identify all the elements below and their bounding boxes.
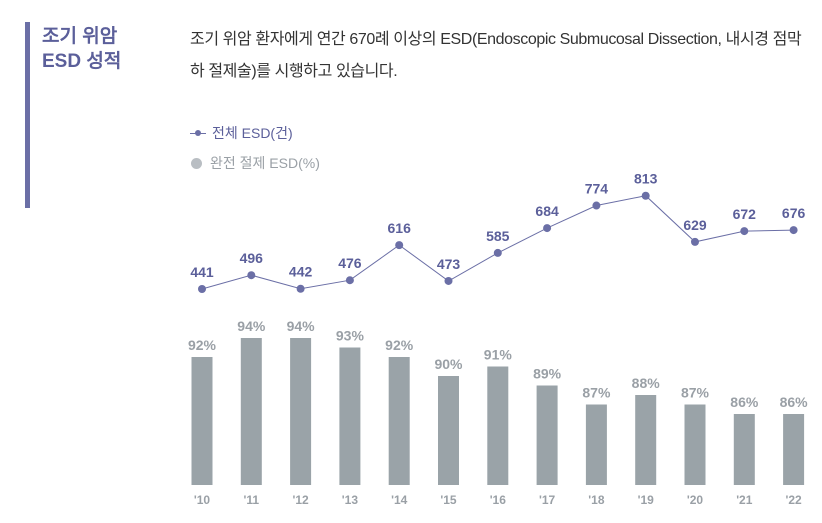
bar (733, 414, 755, 485)
bar (536, 385, 558, 485)
line-point (247, 271, 256, 280)
bar (487, 366, 509, 485)
bar-value-label: 88% (632, 375, 661, 391)
line-value-label: 476 (338, 255, 362, 271)
bar-value-label: 94% (237, 318, 266, 334)
bar (290, 338, 312, 485)
line-point (395, 241, 404, 250)
x-tick-label: '20 (687, 493, 704, 507)
chart-legend: 전체 ESD(건) 완전 절제 ESD(%) (190, 120, 320, 180)
bar-value-label: 87% (681, 385, 710, 401)
line-point (296, 284, 305, 293)
line-point (444, 276, 453, 285)
line-point (641, 191, 650, 200)
x-tick-label: '14 (391, 493, 408, 507)
line-point (691, 237, 699, 246)
bar-value-label: 92% (385, 337, 414, 353)
line-value-label: 473 (437, 256, 461, 272)
x-tick-label: '12 (292, 493, 309, 507)
line-point (543, 224, 552, 233)
x-tick-label: '13 (342, 493, 359, 507)
line-value-label: 813 (634, 171, 658, 187)
line-point (789, 226, 798, 235)
line-point (198, 285, 206, 293)
bar (684, 404, 706, 485)
x-tick-label: '10 (194, 493, 211, 507)
bar (191, 357, 213, 485)
line-value-label: 616 (388, 220, 412, 236)
line-value-label: 684 (535, 203, 559, 219)
section-title-line2: ESD 성적 (42, 51, 122, 72)
x-tick-label: '22 (785, 493, 802, 507)
line-value-label: 585 (486, 228, 510, 244)
bar (783, 414, 805, 485)
bar-value-label: 91% (484, 347, 513, 363)
bar (240, 338, 262, 485)
bar-value-label: 94% (287, 318, 316, 334)
line-value-label: 774 (585, 181, 609, 197)
line-value-label: 629 (683, 217, 707, 233)
title-accent-bar (25, 22, 30, 208)
bar-value-label: 93% (336, 328, 365, 344)
bar-marker-icon (191, 157, 202, 169)
bar-value-label: 87% (582, 385, 611, 401)
line-value-label: 496 (240, 250, 264, 266)
legend-bar-label: 완전 절제 ESD(%) (210, 155, 320, 171)
line-value-label: 441 (190, 264, 214, 280)
line-point (345, 276, 354, 285)
x-tick-label: '18 (588, 493, 605, 507)
bar-value-label: 86% (730, 394, 759, 410)
bar (339, 347, 361, 485)
bar (438, 376, 459, 485)
line-marker-icon (190, 128, 206, 138)
section-title: 조기 위암 ESD 성적 (42, 24, 121, 74)
line-point (740, 227, 749, 236)
description-text: 조기 위암 환자에게 연간 670례 이상의 ESD(Endoscopic Su… (190, 31, 802, 80)
line-point (592, 201, 601, 210)
bar (635, 395, 657, 485)
bar-value-label: 92% (188, 337, 217, 353)
legend-item-line: 전체 ESD(건) (190, 120, 320, 146)
x-tick-label: '21 (736, 493, 753, 507)
x-tick-label: '16 (490, 493, 507, 507)
section-title-line1: 조기 위암 (42, 26, 118, 47)
bar-value-label: 90% (434, 356, 463, 372)
bar (585, 404, 607, 485)
bar-value-label: 89% (533, 366, 562, 382)
x-tick-label: '15 (440, 493, 457, 507)
legend-item-bar: 완전 절제 ESD(%) (190, 150, 320, 176)
line-value-label: 672 (733, 206, 757, 222)
line-point (493, 248, 502, 257)
line-value-label: 442 (289, 264, 313, 280)
bar-value-label: 86% (780, 394, 809, 410)
x-tick-label: '17 (539, 493, 556, 507)
x-tick-label: '11 (244, 493, 260, 507)
line-value-label: 676 (782, 205, 806, 221)
legend-line-label: 전체 ESD(건) (212, 125, 293, 141)
bar (388, 357, 410, 485)
x-tick-label: '19 (638, 493, 655, 507)
